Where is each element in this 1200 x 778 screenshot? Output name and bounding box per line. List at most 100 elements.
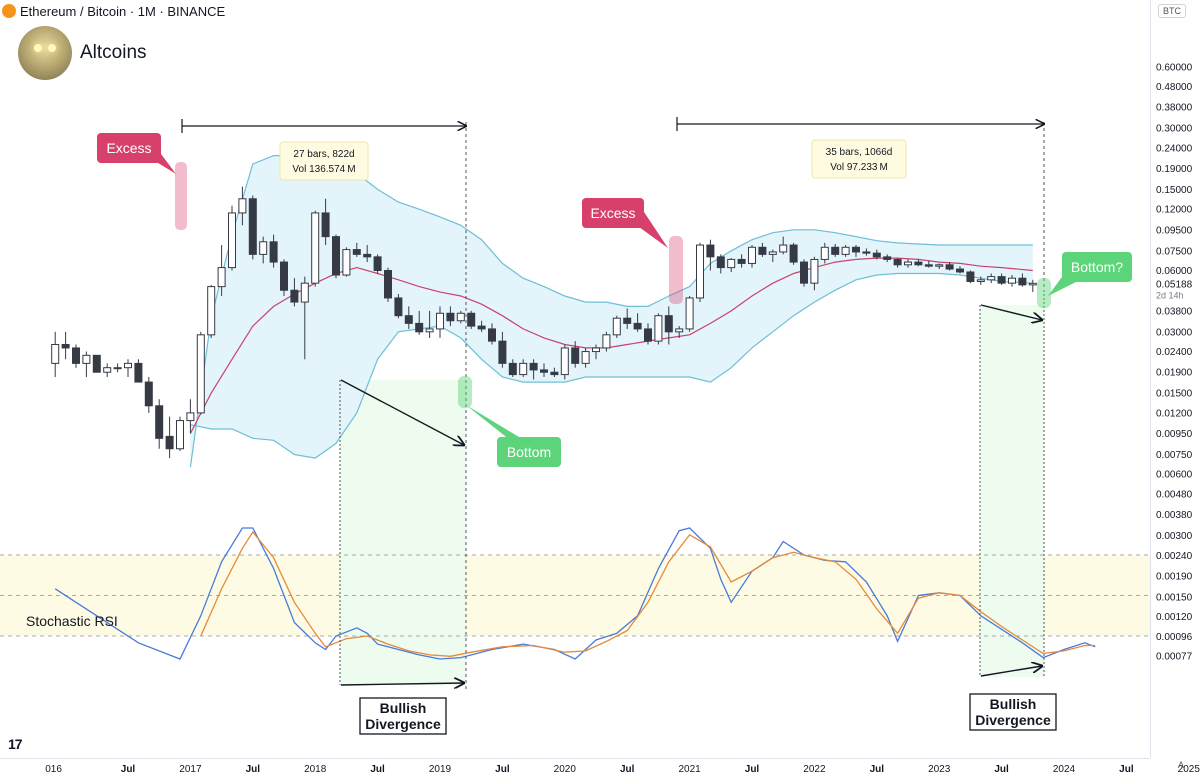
bollinger-lower-line (190, 272, 1033, 459)
range-info-2-vol: Vol 97.233 M (830, 162, 888, 173)
candle (1008, 275, 1016, 287)
price-lower-low-arrow (340, 379, 464, 445)
candle-body (248, 198, 257, 255)
avatar-eye-icon (34, 44, 42, 52)
avatar-eye-icon (48, 44, 56, 52)
candle-body (217, 267, 226, 288)
time-tick-label: Jul (495, 764, 510, 775)
candle-body (581, 351, 590, 364)
candle-body (1008, 277, 1016, 284)
candle-body (800, 261, 808, 284)
candle-body (696, 244, 704, 299)
range-info-1: 27 bars, 822d Vol 136.574 M (279, 141, 369, 181)
candle-body (321, 212, 330, 238)
candle-body (602, 334, 611, 349)
candle-body (311, 212, 320, 284)
tradingview-logo[interactable]: 17 (8, 736, 23, 752)
bullish-divergence-label-2-line1: Bullish (990, 696, 1037, 712)
candle (217, 245, 226, 296)
price-tick-label: 0.09500 (1156, 225, 1193, 236)
candle (144, 377, 153, 413)
price-lower-low-arrow (980, 304, 1042, 320)
excess-callout-1: Excess (97, 133, 176, 174)
time-tick-label: 2021 (678, 764, 701, 775)
time-tick-label: 2023 (928, 764, 951, 775)
price-tick-label: 0.00120 (1156, 612, 1193, 623)
candle (82, 351, 91, 378)
candle-body (446, 312, 455, 322)
candle (61, 331, 70, 360)
time-tick-label: Jul (370, 764, 385, 775)
time-tick-label: Jul (620, 764, 635, 775)
stoch-k-line (54, 527, 1096, 660)
symbol-header[interactable]: Ethereum / Bitcoin · 1M · BINANCE (0, 0, 225, 22)
candle (862, 248, 871, 256)
divergence-zone (980, 305, 1044, 677)
candle (280, 259, 288, 296)
price-tick-label: 0.00300 (1156, 531, 1193, 542)
candle (633, 313, 642, 332)
candle (976, 276, 985, 285)
price-tick-label: 0.07500 (1156, 246, 1193, 257)
candle-body (259, 241, 268, 255)
candle (768, 249, 777, 263)
candle-body (196, 334, 205, 414)
candle-body (966, 271, 975, 282)
candle (529, 359, 538, 380)
bullish-divergence-label-1-line2: Divergence (365, 716, 441, 732)
candle-body (498, 340, 507, 364)
candle (404, 306, 413, 329)
time-tick-label: 2018 (304, 764, 327, 775)
candle (904, 259, 912, 268)
excess-highlight (669, 236, 683, 304)
candle-body (144, 381, 153, 407)
candle (696, 242, 704, 303)
candle (685, 295, 694, 332)
candle (602, 331, 611, 352)
candle (207, 284, 216, 338)
candle (592, 344, 600, 360)
price-tick-label: 0.03800 (1156, 306, 1193, 317)
candle (612, 315, 621, 338)
stoch-higher-low-arrow (980, 666, 1042, 677)
price-tick-label: 0.19000 (1156, 164, 1193, 175)
auto-scale-toggle[interactable]: A (1177, 760, 1184, 770)
bottom-callout-text: Bottom (507, 444, 551, 460)
range-info-1-bars: 27 bars, 822d (293, 149, 354, 160)
currency-badge[interactable]: BTC (1158, 4, 1186, 18)
price-tick-label: 0.15000 (1156, 185, 1193, 196)
candle-body (914, 261, 923, 266)
candle (394, 294, 403, 319)
price-tick-label: 0.02400 (1156, 347, 1193, 358)
candle (623, 308, 632, 329)
candle-body (592, 347, 600, 353)
candle (436, 306, 444, 338)
candle (1028, 279, 1037, 293)
candle-body (238, 198, 247, 214)
candles-layer (51, 186, 1037, 459)
candle-body (862, 251, 871, 254)
time-tick-label: 2020 (554, 764, 577, 775)
excess-callout-1-box (97, 133, 161, 163)
price-tick-label: 0.01900 (1156, 368, 1193, 379)
candle-body (644, 328, 652, 342)
candle (748, 245, 756, 268)
candle-body (935, 264, 944, 267)
bullish-divergence-label-1-line1: Bullish (380, 700, 427, 716)
candle-body (976, 279, 985, 282)
candle (134, 359, 143, 383)
bullish-divergence-label-2-box (969, 693, 1057, 731)
candle (124, 359, 132, 378)
excess-callout-2-text: Excess (590, 205, 635, 221)
range-info-2-bg (811, 139, 907, 179)
candle (155, 399, 164, 449)
candle-body (124, 362, 132, 369)
candle (872, 249, 881, 260)
candle (352, 242, 361, 257)
candle (363, 245, 372, 263)
candle-body (477, 325, 486, 330)
candle (935, 263, 944, 270)
candle-body (571, 347, 580, 364)
